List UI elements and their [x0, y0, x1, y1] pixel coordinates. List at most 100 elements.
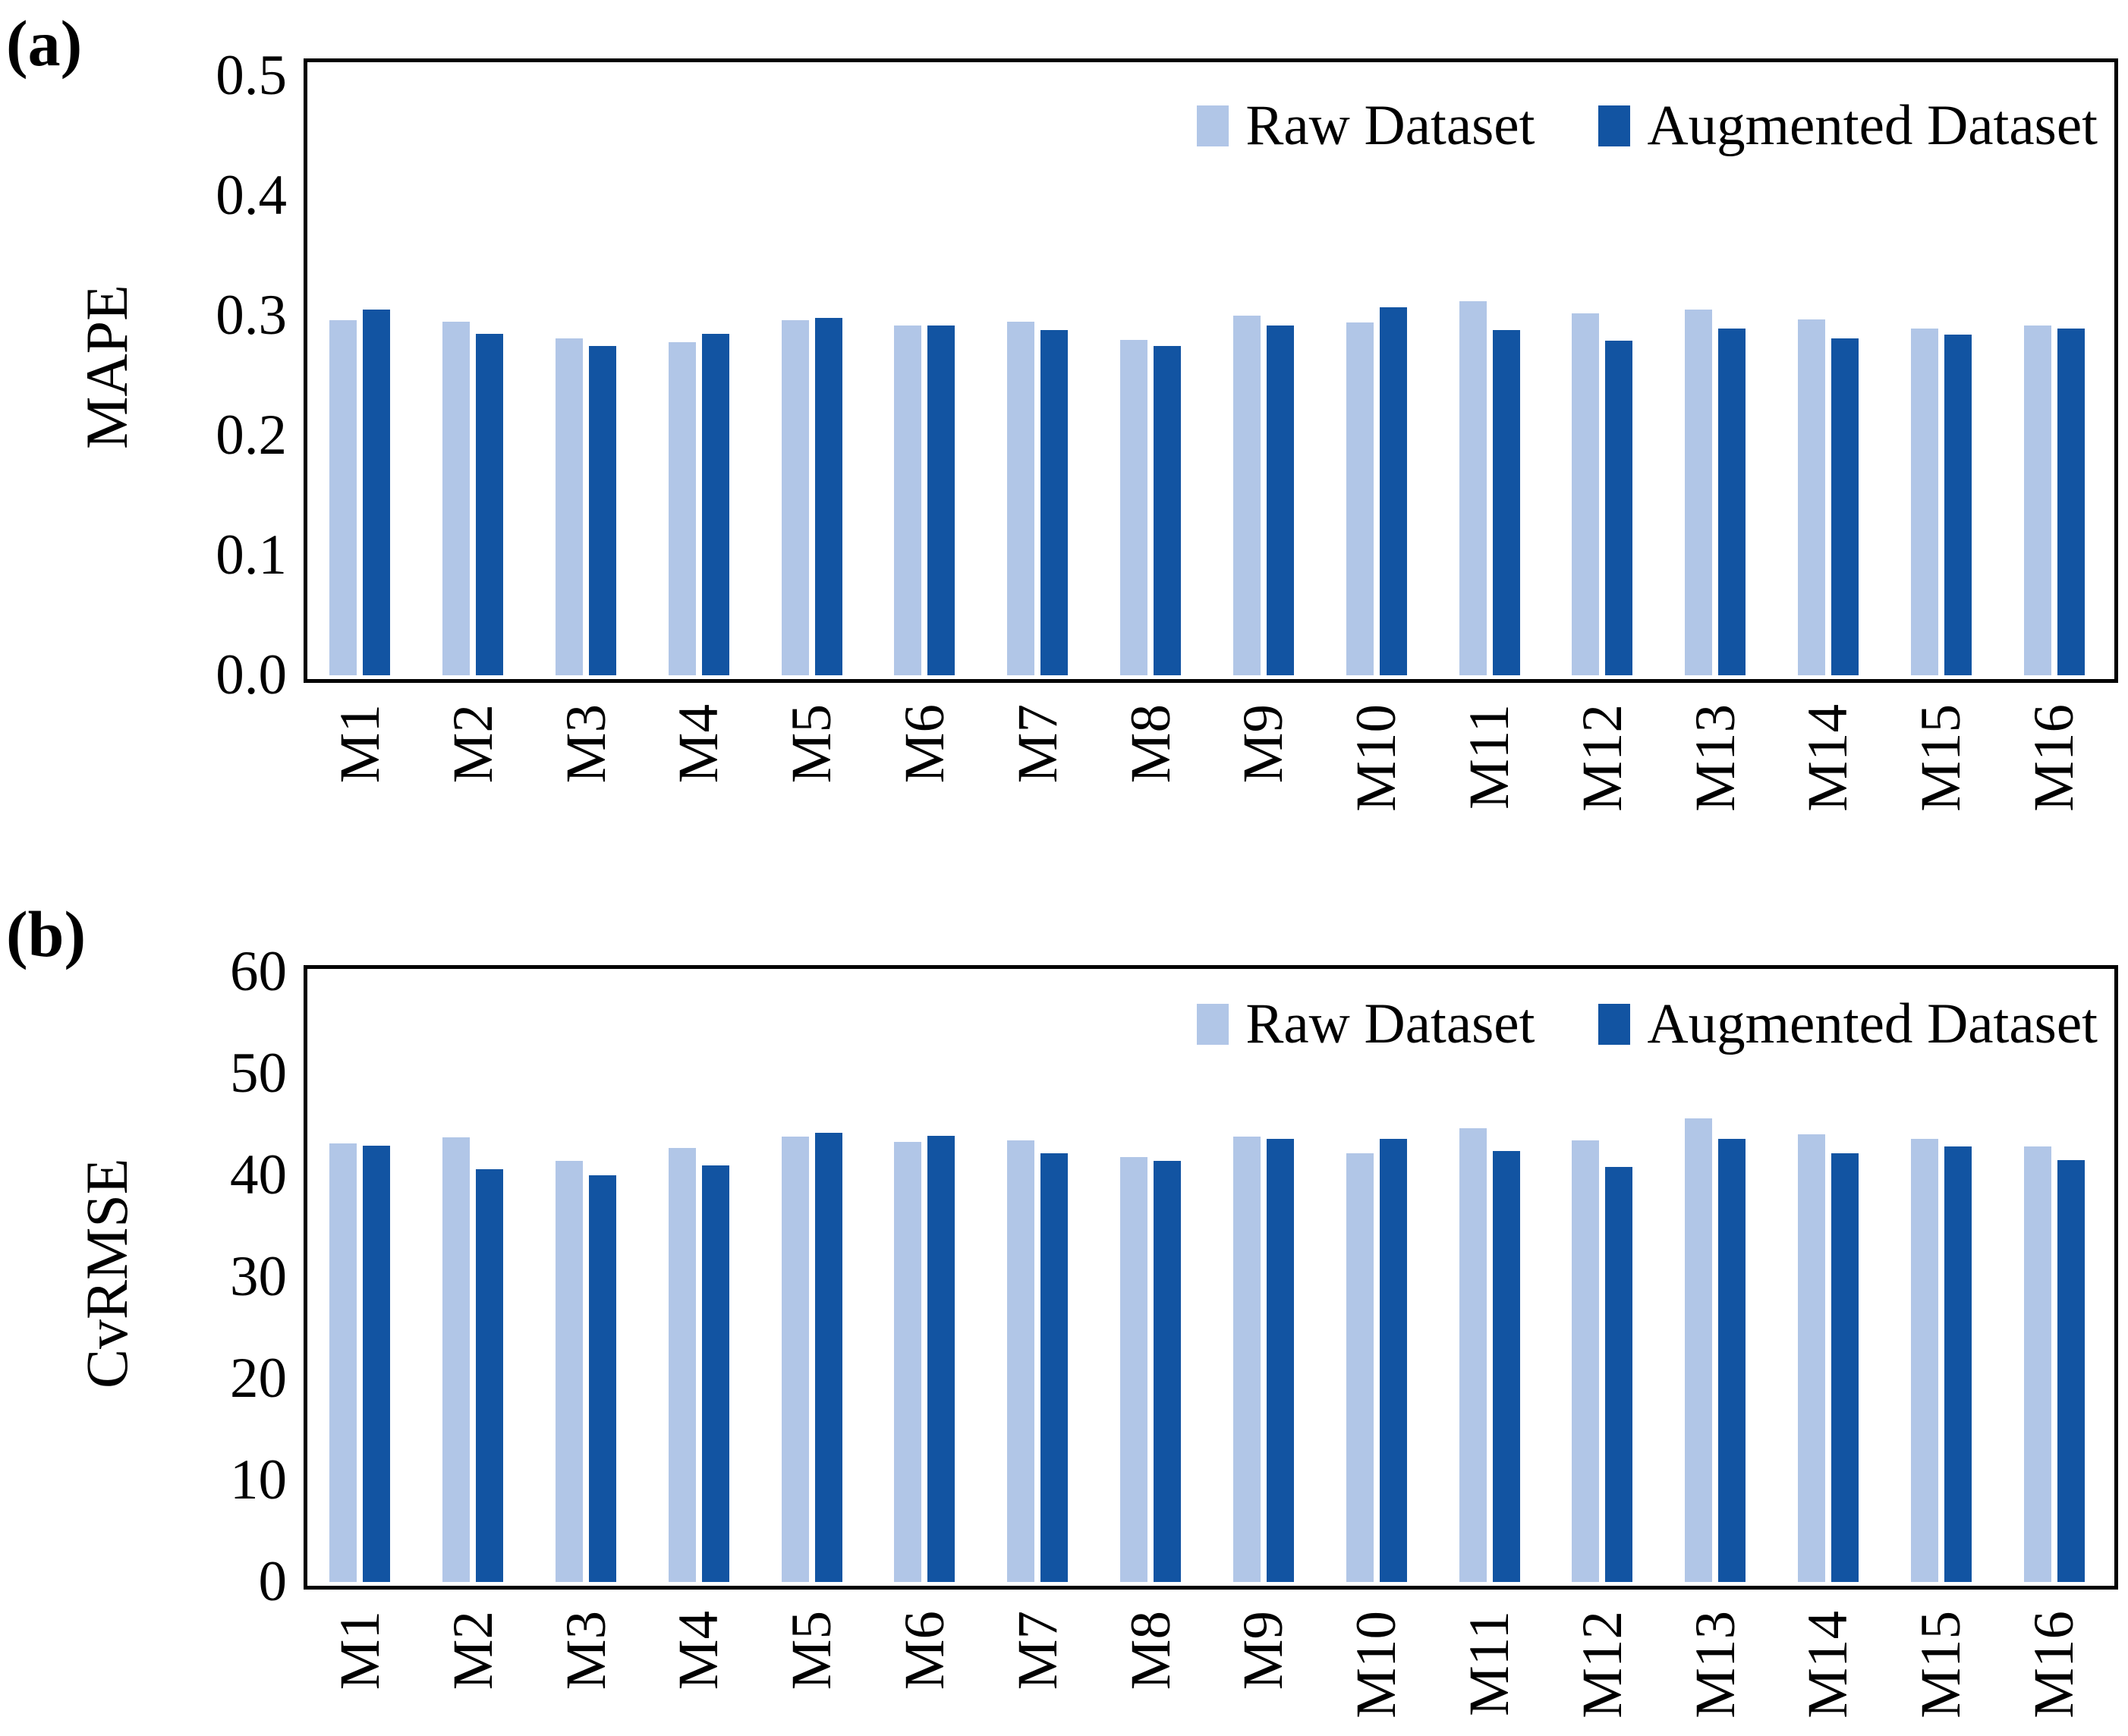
x-label-M12: M12 [1570, 704, 1634, 812]
y-tick-label-50: 50 [230, 1042, 287, 1105]
bar-raw-M15 [1910, 329, 1938, 675]
x-label-slot-M3: M3 [530, 704, 643, 863]
bar-group-M16 [1997, 58, 2111, 675]
panel-b-x-labels: M1 M2 M3 M4 M5 M6 M7 M8 M9 M10 M11 M12 M13 M14 M15 M16 [304, 1611, 2111, 1736]
x-label-slot-M15: M15 [1884, 704, 1997, 863]
bar-group-M16 [1997, 965, 2111, 1582]
bar-group-M1 [304, 58, 417, 675]
x-label-slot-M14: M14 [1772, 1611, 1885, 1736]
bar-raw-M2 [442, 321, 471, 675]
bar-augmented-M4 [701, 1165, 729, 1582]
x-label-M3: M3 [554, 704, 618, 784]
x-label-slot-M10: M10 [1320, 704, 1433, 863]
bar-augmented-M3 [589, 345, 617, 675]
x-label-M4: M4 [667, 1611, 731, 1690]
bar-group-M9 [1207, 58, 1321, 675]
x-label-slot-M14: M14 [1772, 704, 1885, 863]
bar-raw-M15 [1910, 1138, 1938, 1582]
bar-augmented-M11 [1492, 1150, 1520, 1582]
bar-group-M15 [1884, 965, 1997, 1582]
x-label-slot-M8: M8 [1094, 1611, 1207, 1736]
bar-raw-M4 [668, 1147, 696, 1582]
bar-augmented-M15 [1944, 335, 1972, 675]
bar-augmented-M3 [589, 1175, 617, 1582]
augmented-dataset-swatch-icon [1598, 105, 1631, 146]
x-label-M5: M5 [780, 704, 844, 784]
bar-raw-M14 [1797, 319, 1825, 675]
x-label-M14: M14 [1796, 704, 1860, 812]
bar-augmented-M16 [2057, 329, 2085, 675]
panel-a-legend: Raw Dataset Augmented Dataset [1197, 97, 2098, 154]
bar-group-M2 [417, 58, 530, 675]
bar-augmented-M2 [476, 333, 504, 675]
bar-augmented-M10 [1379, 307, 1407, 675]
x-label-slot-M11: M11 [1433, 704, 1546, 863]
bar-augmented-M8 [1154, 1161, 1182, 1582]
legend-item-raw: Raw Dataset [1197, 97, 1535, 154]
x-label-M1: M1 [328, 1611, 392, 1690]
panel-a-x-labels: M1 M2 M3 M4 M5 M6 M7 M8 M9 M10 M11 M12 M13 M14 M15 M16 [304, 704, 2111, 863]
bar-augmented-M9 [1266, 325, 1294, 675]
bar-augmented-M2 [476, 1168, 504, 1582]
bar-raw-M5 [781, 320, 809, 675]
bar-raw-M9 [1232, 1137, 1261, 1582]
bar-group-M7 [981, 965, 1094, 1582]
bar-raw-M10 [1346, 1153, 1374, 1582]
x-label-slot-M6: M6 [868, 704, 981, 863]
bar-raw-M13 [1685, 310, 1713, 675]
bar-group-M8 [1094, 58, 1207, 675]
x-label-slot-M5: M5 [755, 704, 868, 863]
x-label-M13: M13 [1683, 704, 1747, 812]
bar-raw-M1 [329, 320, 357, 675]
raw-dataset-swatch-icon [1197, 105, 1229, 146]
x-label-M9: M9 [1232, 1611, 1295, 1690]
x-label-M11: M11 [1458, 704, 1522, 810]
x-label-slot-M15: M15 [1884, 1611, 1997, 1736]
bar-raw-M12 [1572, 1140, 1600, 1582]
x-label-slot-M12: M12 [1546, 704, 1659, 863]
bar-raw-M14 [1797, 1134, 1825, 1582]
bar-group-M5 [755, 58, 868, 675]
panel-a-bars [304, 58, 2111, 675]
bar-raw-M11 [1459, 1128, 1487, 1582]
bar-group-M11 [1433, 965, 1546, 1582]
legend-label-raw: Raw Dataset [1245, 992, 1535, 1055]
y-tick-label-0.2: 0.2 [216, 404, 287, 467]
bar-group-M6 [868, 965, 981, 1582]
bar-augmented-M12 [1605, 1167, 1633, 1582]
bar-raw-M8 [1120, 339, 1148, 675]
x-label-M1: M1 [328, 704, 392, 784]
x-label-slot-M7: M7 [981, 704, 1094, 863]
legend-label-augmented: Augmented Dataset [1647, 94, 2098, 157]
bar-raw-M13 [1685, 1118, 1713, 1582]
bar-group-M15 [1884, 58, 1997, 675]
bar-group-M13 [1659, 58, 1772, 675]
y-tick-label-0.1: 0.1 [216, 524, 287, 587]
bar-group-M2 [417, 965, 530, 1582]
bar-group-M4 [642, 965, 755, 1582]
bar-group-M3 [530, 58, 643, 675]
bar-raw-M16 [2023, 325, 2051, 675]
bar-augmented-M14 [1831, 1153, 1859, 1582]
bar-group-M10 [1320, 965, 1433, 1582]
augmented-dataset-swatch-icon [1598, 1003, 1631, 1045]
x-label-slot-M4: M4 [642, 704, 755, 863]
bar-augmented-M1 [363, 310, 391, 675]
bar-augmented-M8 [1154, 345, 1182, 675]
bar-raw-M6 [894, 325, 922, 675]
panel-b-bars [304, 965, 2111, 1582]
bar-group-M4 [642, 58, 755, 675]
x-label-M6: M6 [892, 704, 956, 784]
x-label-slot-M9: M9 [1207, 704, 1321, 863]
x-label-slot-M6: M6 [868, 1611, 981, 1736]
legend-item-augmented: Augmented Dataset [1598, 995, 2098, 1052]
x-label-M2: M2 [441, 1611, 505, 1690]
x-label-M14: M14 [1796, 1611, 1860, 1719]
x-label-slot-M3: M3 [530, 1611, 643, 1736]
bar-raw-M4 [668, 341, 696, 675]
bar-group-M6 [868, 58, 981, 675]
x-label-slot-M8: M8 [1094, 704, 1207, 863]
bar-augmented-M6 [927, 1135, 955, 1582]
bar-augmented-M7 [1040, 329, 1069, 675]
x-label-slot-M12: M12 [1546, 1611, 1659, 1736]
